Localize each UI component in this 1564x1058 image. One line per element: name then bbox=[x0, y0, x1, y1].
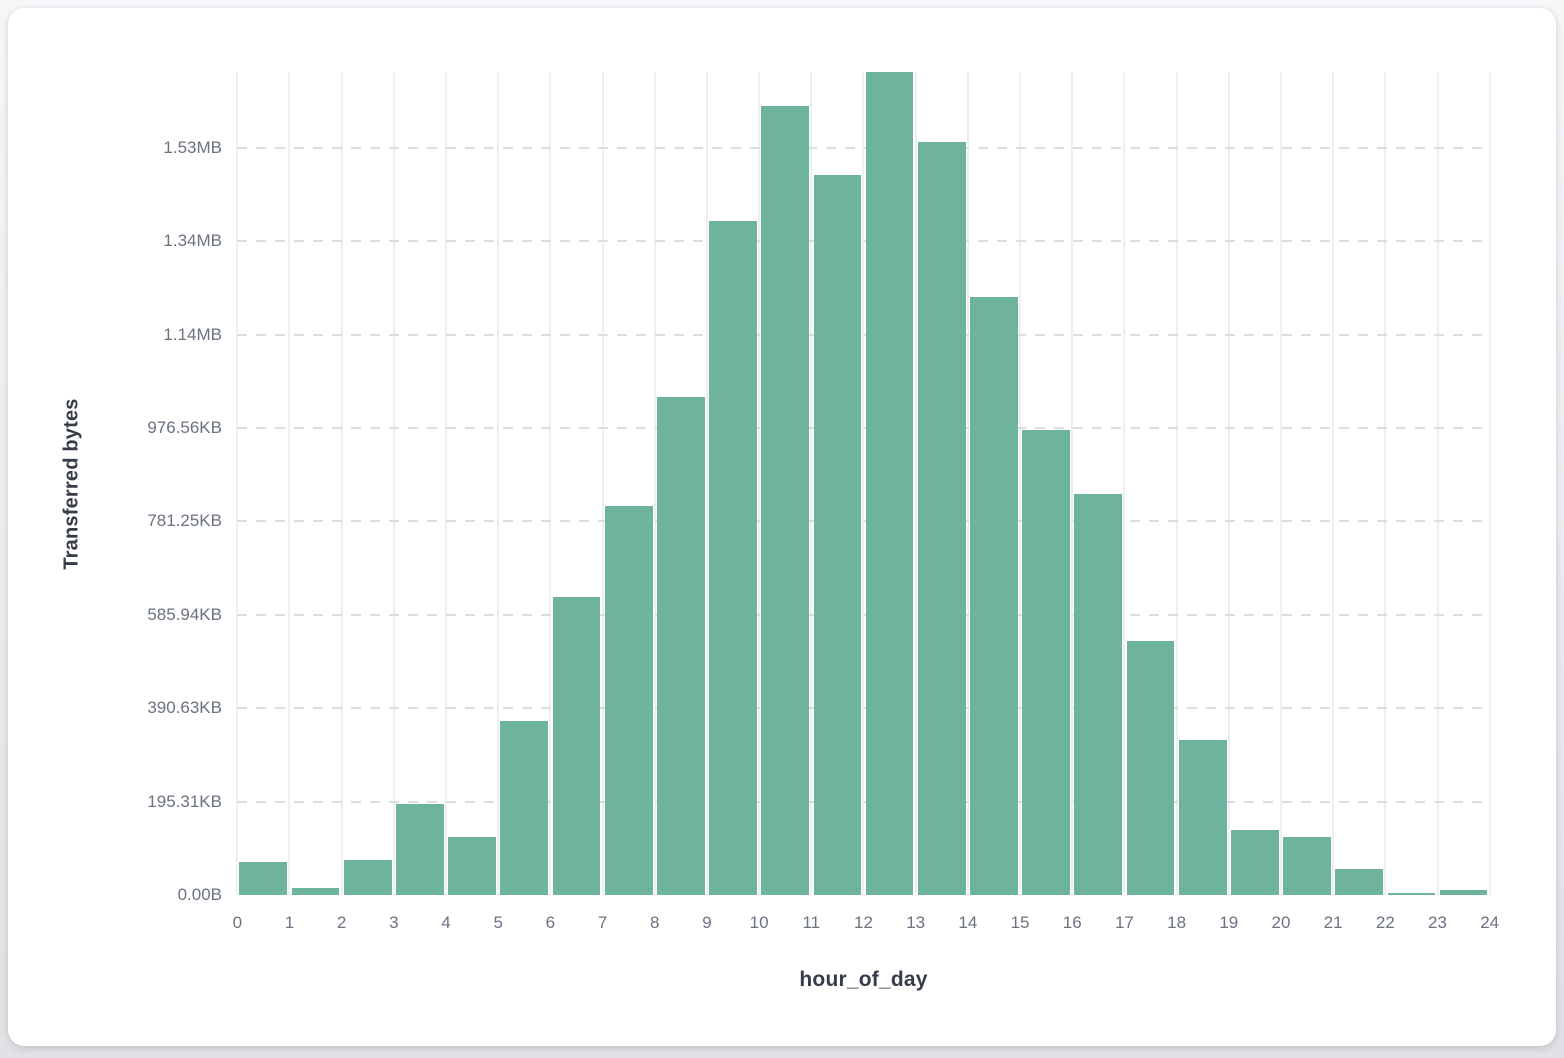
vertical-gridline bbox=[549, 72, 552, 895]
x-tick-label: 1 bbox=[284, 913, 295, 932]
horizontal-gridline bbox=[237, 426, 1490, 429]
x-tick-label: 0 bbox=[232, 913, 243, 932]
vertical-gridline bbox=[601, 72, 604, 895]
y-tick-label: 195.31KB bbox=[147, 791, 222, 811]
bar-hour-12[interactable] bbox=[865, 72, 914, 895]
x-tick-label: 13 bbox=[906, 913, 926, 932]
bar-hour-18[interactable] bbox=[1178, 739, 1227, 895]
vertical-gridline bbox=[1123, 72, 1126, 895]
vertical-gridline bbox=[1227, 72, 1230, 895]
bar-hour-4[interactable] bbox=[448, 836, 496, 895]
bar-hour-17[interactable] bbox=[1126, 640, 1175, 895]
bar-hour-20[interactable] bbox=[1283, 837, 1331, 895]
bar-hour-6[interactable] bbox=[552, 597, 601, 895]
horizontal-gridline bbox=[237, 613, 1490, 616]
x-tick-label: 11 bbox=[802, 913, 821, 932]
horizontal-gridline bbox=[237, 800, 1490, 803]
y-tick-label: 1.53MB bbox=[163, 137, 222, 157]
x-tick-label: 7 bbox=[597, 913, 608, 932]
vertical-gridline bbox=[966, 72, 969, 895]
x-tick-label: 15 bbox=[1010, 913, 1030, 932]
y-tick-label: 781.25KB bbox=[147, 511, 222, 531]
x-tick-label: 23 bbox=[1428, 913, 1447, 932]
vertical-gridline bbox=[810, 72, 813, 895]
bar-hour-15[interactable] bbox=[1022, 429, 1071, 895]
vertical-gridline bbox=[758, 72, 761, 895]
x-tick-label: 2 bbox=[336, 913, 347, 932]
horizontal-gridline bbox=[237, 146, 1490, 149]
x-tick-label: 17 bbox=[1114, 913, 1134, 932]
vertical-gridline bbox=[653, 72, 656, 895]
bar-hour-13[interactable] bbox=[917, 142, 966, 895]
x-tick-label: 21 bbox=[1323, 913, 1343, 932]
vertical-gridline bbox=[1019, 72, 1022, 895]
vertical-gridline bbox=[445, 72, 448, 895]
x-tick-label: 10 bbox=[749, 913, 769, 932]
bar-hour-9[interactable] bbox=[709, 221, 757, 895]
x-tick-label: 20 bbox=[1271, 913, 1291, 932]
x-tick-label: 19 bbox=[1219, 913, 1239, 932]
bar-hour-10[interactable] bbox=[761, 106, 810, 895]
bar-hour-16[interactable] bbox=[1074, 494, 1123, 895]
chart-card: Transferred bytes hour_of_day 0.00B 195.3… bbox=[8, 8, 1556, 1046]
horizontal-gridline bbox=[237, 520, 1490, 523]
vertical-gridline bbox=[914, 72, 917, 895]
y-tick-label: 0.00B bbox=[177, 885, 222, 904]
x-tick-label: 3 bbox=[389, 913, 399, 932]
x-tick-label: 8 bbox=[650, 913, 660, 932]
y-tick-label: 1.34MB bbox=[163, 231, 222, 251]
bar-hour-22[interactable] bbox=[1387, 893, 1436, 895]
vertical-gridline bbox=[392, 72, 395, 895]
x-tick-label: 4 bbox=[441, 913, 451, 932]
y-tick-label: 585.94KB bbox=[147, 604, 222, 624]
x-tick-label: 22 bbox=[1375, 913, 1395, 932]
bar-hour-11[interactable] bbox=[813, 174, 862, 895]
vertical-gridline bbox=[1332, 72, 1335, 895]
bar-hour-14[interactable] bbox=[970, 297, 1018, 895]
bar-hour-8[interactable] bbox=[656, 397, 705, 895]
x-tick-label: 24 bbox=[1480, 913, 1500, 932]
plot-area bbox=[236, 72, 1491, 895]
bar-hour-2[interactable] bbox=[343, 859, 392, 895]
y-tick-label: 976.56KB bbox=[147, 417, 222, 437]
vertical-gridline bbox=[1175, 72, 1178, 895]
horizontal-gridline bbox=[237, 707, 1490, 710]
bar-hour-7[interactable] bbox=[604, 505, 653, 895]
bar-hour-19[interactable] bbox=[1230, 830, 1279, 895]
vertical-gridline bbox=[705, 72, 708, 895]
horizontal-gridline bbox=[237, 333, 1490, 336]
bar-hour-23[interactable] bbox=[1439, 889, 1488, 895]
vertical-gridline bbox=[1488, 72, 1491, 895]
x-tick-label: 12 bbox=[854, 913, 873, 932]
y-tick-label: 1.14MB bbox=[163, 324, 222, 344]
vertical-gridline bbox=[497, 72, 500, 895]
bar-hour-21[interactable] bbox=[1335, 868, 1384, 895]
bar-hour-0[interactable] bbox=[239, 861, 288, 895]
x-tick-label: 18 bbox=[1167, 913, 1187, 932]
chart-stage: Transferred bytes hour_of_day 0.00B 195.3… bbox=[8, 8, 1556, 1046]
x-tick-label: 14 bbox=[958, 913, 978, 932]
vertical-gridline bbox=[1384, 72, 1387, 895]
x-tick-label: 9 bbox=[702, 913, 712, 932]
horizontal-gridline bbox=[237, 240, 1490, 243]
vertical-gridline bbox=[1279, 72, 1282, 895]
x-tick-label: 6 bbox=[545, 913, 556, 932]
vertical-gridline bbox=[288, 72, 291, 895]
vertical-gridline bbox=[236, 72, 239, 895]
x-axis-title: hour_of_day bbox=[799, 968, 928, 991]
bar-hour-5[interactable] bbox=[500, 721, 549, 895]
vertical-gridline bbox=[862, 72, 865, 895]
x-tick-label: 5 bbox=[493, 913, 503, 932]
y-tick-label: 390.63KB bbox=[147, 698, 222, 718]
vertical-gridline bbox=[340, 72, 343, 895]
bar-hour-1[interactable] bbox=[291, 888, 340, 895]
vertical-gridline bbox=[1436, 72, 1439, 895]
vertical-gridline bbox=[1071, 72, 1074, 895]
bar-hour-3[interactable] bbox=[396, 804, 444, 895]
x-tick-label: 16 bbox=[1062, 913, 1082, 932]
